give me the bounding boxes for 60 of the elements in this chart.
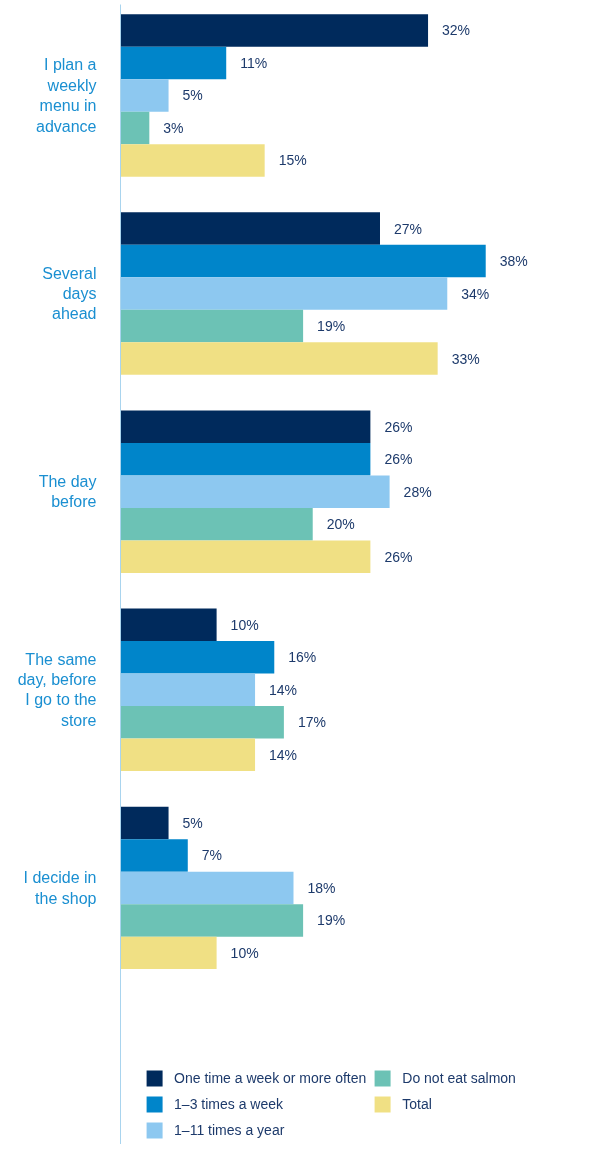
data-label: 15%: [278, 152, 307, 169]
bar: [120, 442, 371, 476]
legend-label: Total: [402, 1096, 432, 1112]
bar: [120, 904, 304, 937]
data-label: 19%: [317, 912, 346, 929]
bar: [120, 706, 284, 739]
data-label: 33%: [451, 350, 480, 367]
data-label: 10%: [230, 616, 259, 633]
bar: [120, 738, 256, 771]
bar: [120, 608, 217, 642]
y-tick-label: Several days ahead: [42, 264, 97, 323]
bar: [120, 410, 371, 443]
data-label: 14%: [269, 681, 298, 698]
bar: [120, 475, 390, 508]
bar: [120, 46, 227, 80]
bar: [120, 641, 275, 674]
data-label: 28%: [403, 483, 432, 500]
data-label: 14%: [269, 746, 298, 763]
bar: [120, 936, 217, 970]
y-tick-label: I decide in the shop: [23, 869, 97, 907]
data-label: 27%: [394, 220, 423, 237]
data-label: 5%: [182, 814, 203, 831]
bar: [120, 111, 150, 145]
y-tick-label: The day before: [38, 472, 97, 511]
bar: [120, 839, 188, 872]
legend-label: One time a week or more often: [174, 1070, 367, 1086]
bar: [120, 14, 429, 47]
data-label: 17%: [297, 714, 326, 731]
legend-label: 1–3 times a week: [174, 1096, 284, 1112]
legend-label: Do not eat salmon: [402, 1070, 516, 1086]
data-label: 38%: [499, 253, 528, 270]
data-label: 32%: [442, 22, 471, 39]
data-label: 16%: [288, 649, 317, 666]
y-tick-label: The same day, before I go to the store: [17, 650, 97, 729]
data-label: 11%: [240, 54, 268, 71]
bar: [120, 309, 304, 343]
y-tick-label: I plan a weekly menu in advance: [36, 56, 97, 135]
data-label: 20%: [326, 516, 355, 533]
bar: [120, 871, 294, 905]
legend-label: 1–11 times a year: [174, 1122, 285, 1138]
bar: [120, 342, 438, 375]
data-label: 26%: [384, 451, 413, 468]
data-label: 34%: [461, 285, 490, 302]
bar: [120, 507, 313, 541]
bar: [120, 212, 380, 245]
data-label: 7%: [201, 847, 223, 864]
data-label: 26%: [384, 548, 413, 565]
bar: [120, 79, 169, 112]
bar: [120, 673, 256, 707]
bar: [120, 806, 169, 840]
data-label: 26%: [384, 418, 413, 435]
data-label: 3%: [163, 119, 184, 136]
data-label: 18%: [307, 879, 336, 896]
bar: [120, 144, 265, 177]
bar: [120, 277, 448, 310]
data-label: 5%: [182, 87, 203, 104]
bar: [120, 244, 486, 278]
data-label: 19%: [317, 318, 346, 335]
data-label: 10%: [230, 944, 259, 961]
bar: [120, 540, 371, 573]
